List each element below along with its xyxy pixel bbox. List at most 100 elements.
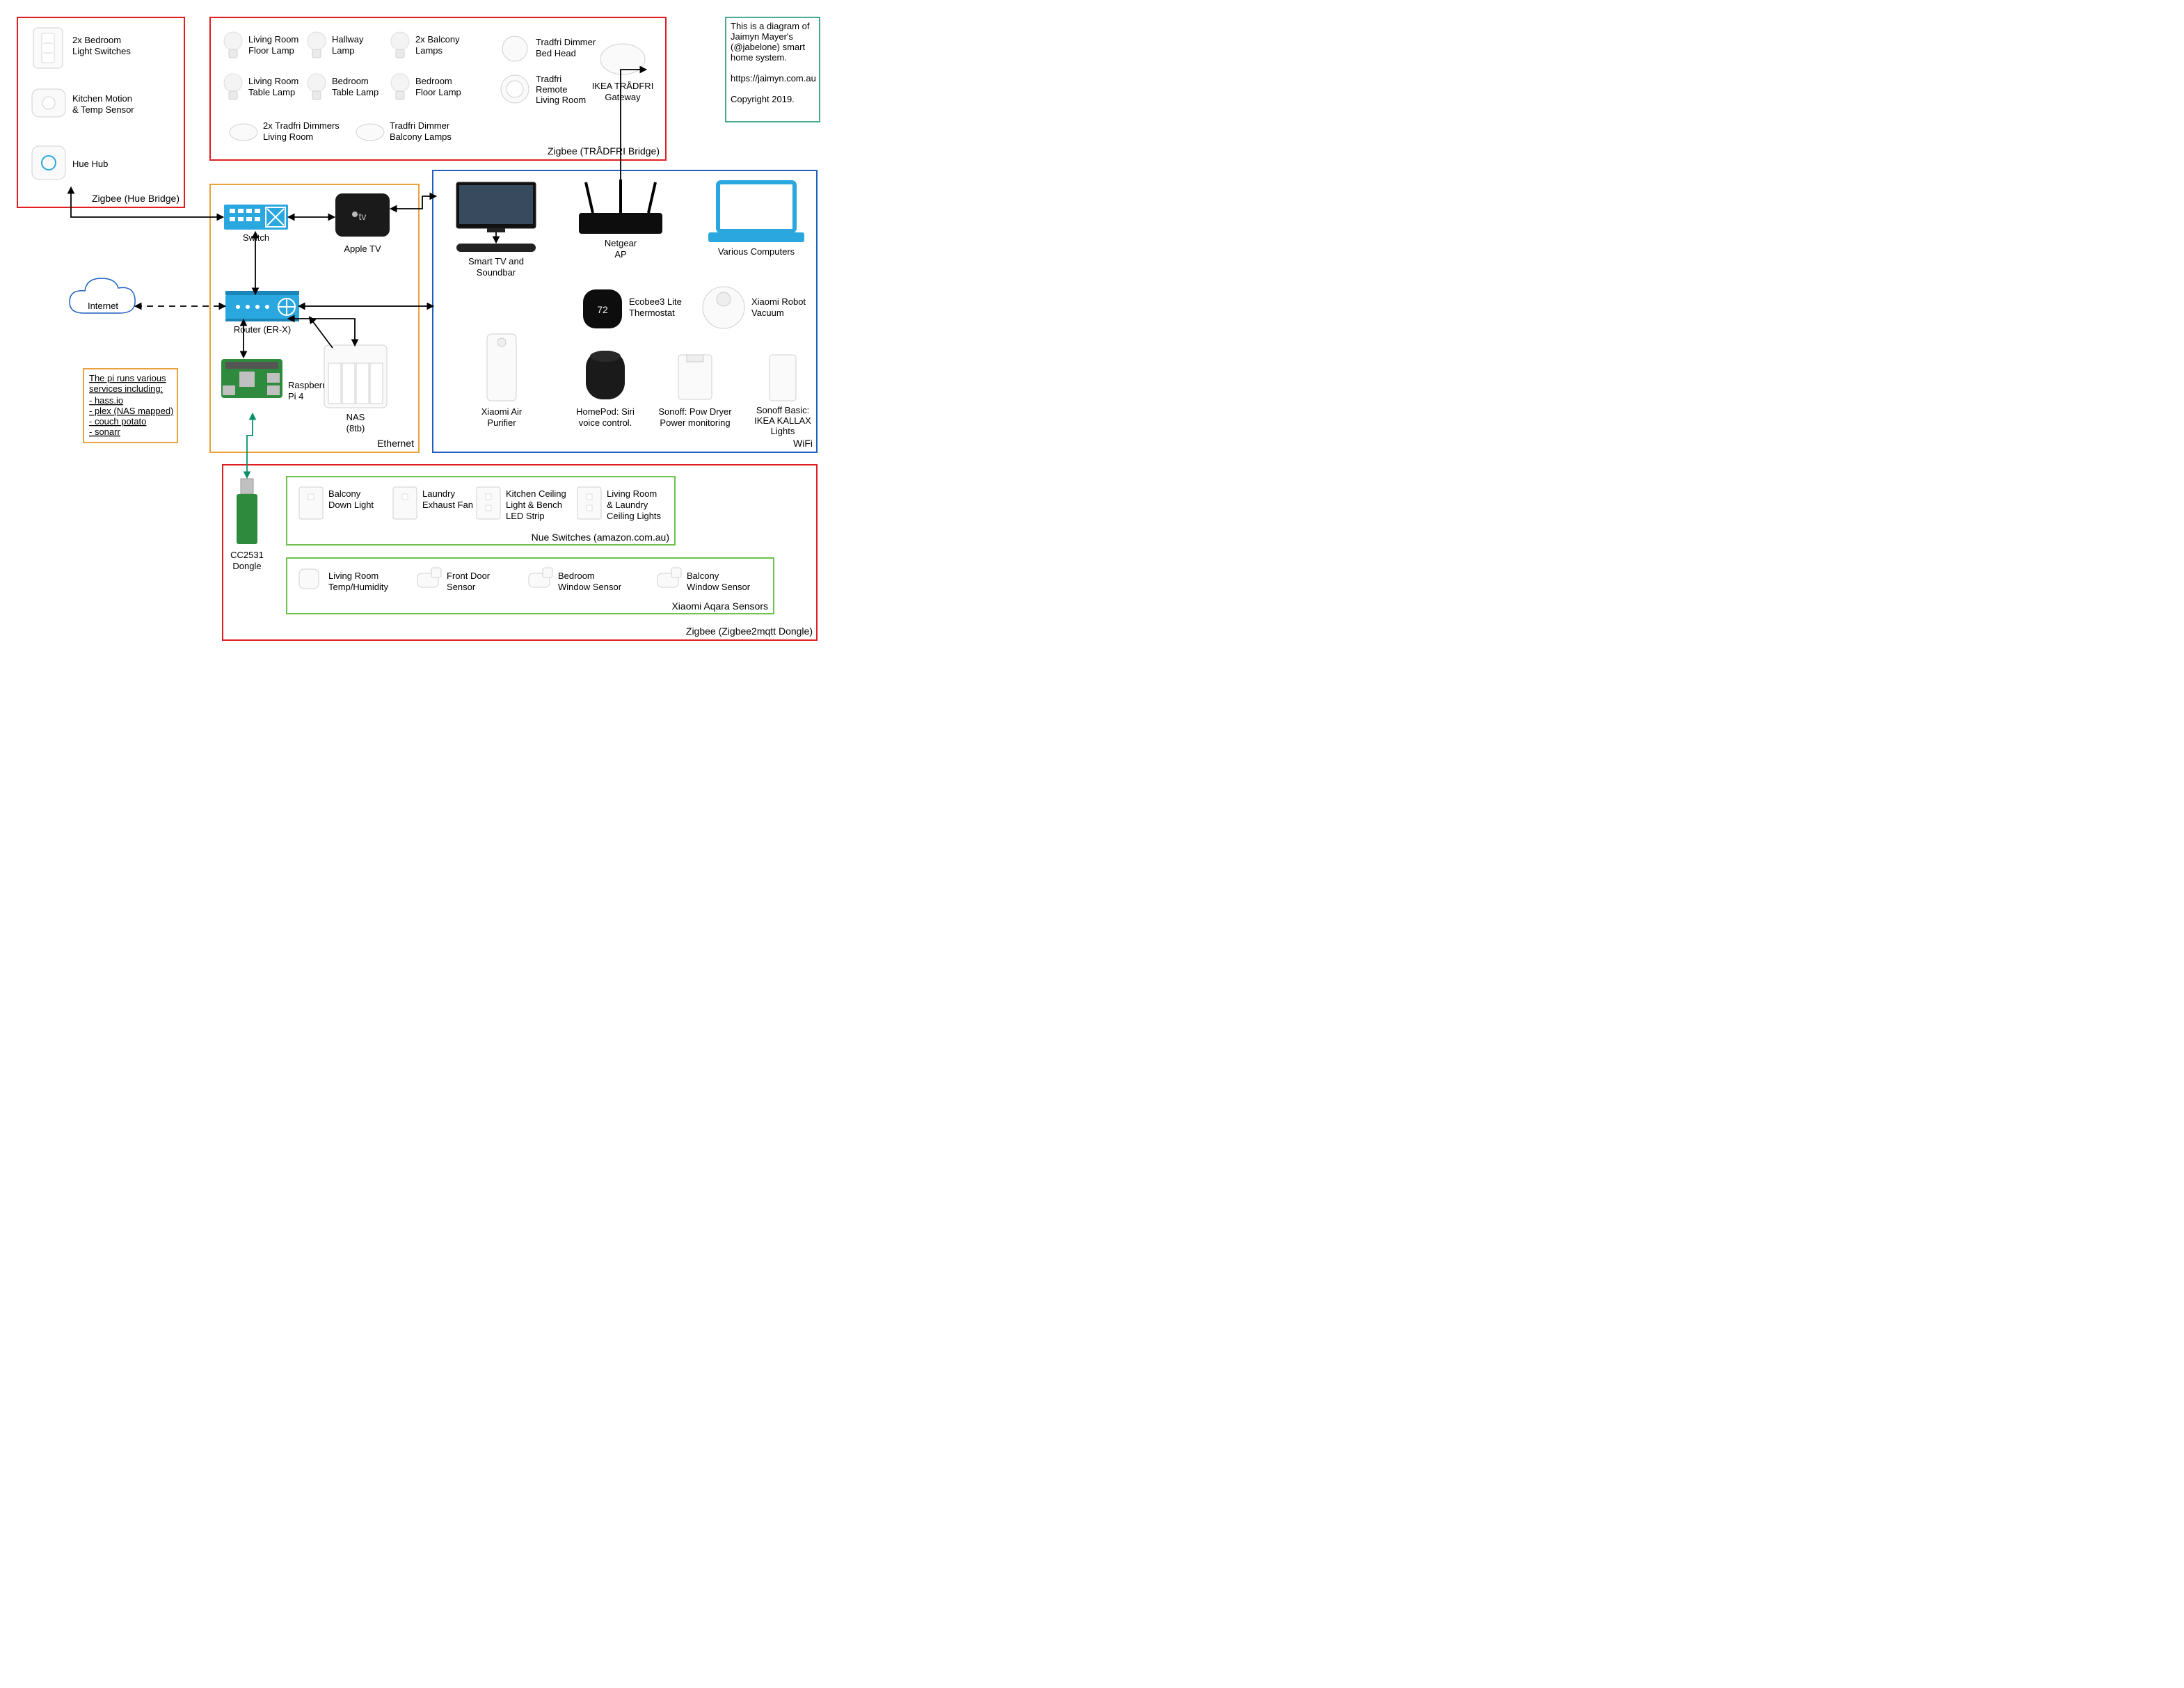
svg-text:Living Room: Living Room [607,488,657,499]
tr-gw-l2: Gateway [605,92,641,102]
tr-d1-l2: Bed Head [536,48,576,58]
tr-dl-l2: Living Room [263,132,313,142]
nue-switch: Living Room& LaundryCeiling Lights [577,487,662,521]
tradfri-dimmers-living: 2x Tradfri Dimmers Living Room [230,120,340,142]
vac-l1: Xiaomi Robot [751,296,806,307]
group-aqara-label: Xiaomi Aqara Sensors [671,600,768,612]
svg-text:Floor Lamp: Floor Lamp [415,87,461,97]
nas: NAS (8tb) [324,345,387,433]
tradfri-remote: Tradfri Remote Living Room [501,74,586,105]
spw-l1: Sonoff: Pow Dryer [658,406,732,417]
svg-text:Temp/Humidity: Temp/Humidity [328,582,388,592]
sbb-l3: Lights [771,426,795,436]
info-l3: (@jabelone) smart [731,42,806,52]
hp-l1: HomePod: Siri [576,406,635,417]
hue-mo-l2: & Temp Sensor [72,104,134,115]
air-purifier: Xiaomi Air Purifier [481,334,523,428]
rpi-l2: Pi 4 [288,391,303,401]
nue-switch: BalconyDown Light [299,487,374,519]
tr-r-l2: Remote [536,84,568,95]
svg-text:Hallway: Hallway [332,34,364,45]
pur-l2: Purifier [487,417,516,428]
router: Router (ER-X) [225,291,299,335]
ap-l2: AP [614,249,626,260]
edge-apple-tv-wifi-box [391,196,436,209]
svg-text:Sensor: Sensor [447,582,476,592]
tradfri-bulb: Living RoomTable Lamp [224,74,298,99]
tr-db-l1: Tradfri Dimmer [390,120,450,131]
info-l2: Jaimyn Mayer's [731,31,793,42]
svg-text:Front Door: Front Door [447,571,491,581]
group-wifi-label: WiFi [793,438,813,449]
svg-text:Down Light: Down Light [328,500,374,510]
aqara-sensor: Front DoorSensor [417,568,491,592]
tr-gw-l1: IKEA TRÅDFRI [592,81,654,91]
cc-l2: Dongle [232,561,261,571]
smart-tv: Smart TV and Soundbar [456,182,536,278]
pi-h1: The pi runs various [89,373,166,383]
svg-text:Window Sensor: Window Sensor [687,582,751,592]
nue-switch: LaundryExhaust Fan [393,487,473,519]
group-z2m-label: Zigbee (Zigbee2mqtt Dongle) [686,626,813,637]
aqara-sensor: Living RoomTemp/Humidity [299,569,388,592]
tradfri-bulb: Living RoomFloor Lamp [224,32,298,58]
svg-text:& Laundry: & Laundry [607,500,648,510]
svg-text:Kitchen Ceiling: Kitchen Ceiling [506,488,566,499]
apple-tv: tv Apple TV [335,193,390,254]
svg-text:72: 72 [597,304,608,315]
group-nue-label: Nue Switches (amazon.com.au) [532,532,669,543]
tradfri-bulb: 2x BalconyLamps [391,32,460,58]
vac-l2: Vacuum [751,308,784,318]
aqara-sensor: BalconyWindow Sensor [657,568,751,592]
eco-l1: Ecobee3 Lite [629,296,682,307]
svg-text:Living Room: Living Room [328,571,378,581]
raspberry-pi: Raspberry Pi 4 [221,359,330,401]
rpi-l1: Raspberry [288,380,330,390]
svg-text:tv: tv [359,211,367,222]
group-ethernet-label: Ethernet [377,438,414,449]
apple-tv-label: Apple TV [344,244,381,254]
edge-rpi-cc2531 [247,414,253,477]
svg-text:Table Lamp: Table Lamp [248,87,295,97]
svg-text:LED Strip: LED Strip [506,511,545,521]
laptop: Various Computers [708,182,804,257]
svg-text:Living Room: Living Room [248,76,298,86]
robot-vacuum: Xiaomi Robot Vacuum [703,287,806,328]
info-l7: Copyright 2019. [731,94,795,104]
spw-l2: Power monitoring [660,417,730,428]
info-link[interactable]: https://jaimyn.com.au [731,73,816,83]
tr-db-l2: Balcony Lamps [390,132,452,142]
hue-mo-l1: Kitchen Motion [72,93,132,104]
nas-l2: (8tb) [346,423,365,433]
tradfri-dimmer-balcony: Tradfri Dimmer Balcony Lamps [356,120,452,142]
svg-text:Bedroom: Bedroom [558,571,595,581]
ap-l1: Netgear [605,238,637,248]
svg-text:2x Balcony: 2x Balcony [415,34,460,45]
tradfri-bulb: BedroomTable Lamp [308,74,378,99]
group-hue-label: Zigbee (Hue Bridge) [92,193,180,204]
internet-label: Internet [88,301,118,311]
pi-i2: - couch potato [89,416,146,427]
tv-l2: Soundbar [477,267,516,278]
eco-l2: Thermostat [629,308,675,318]
tradfri-bulb: BedroomFloor Lamp [391,74,461,99]
svg-text:Lamp: Lamp [332,45,355,56]
group-tradfri-label: Zigbee (TRÅDFRI Bridge) [548,145,660,157]
ecobee: 72 Ecobee3 Lite Thermostat [583,289,682,328]
pi-h2: services including: [89,383,163,394]
tr-r-l3: Living Room [536,95,586,105]
hue-sw-l1: 2x Bedroom [72,35,121,45]
svg-text:Bedroom: Bedroom [332,76,369,86]
internet-cloud: Internet [70,278,135,313]
svg-text:Floor Lamp: Floor Lamp [248,45,294,56]
pi-i1: - plex (NAS mapped) [89,406,173,416]
svg-text:Living Room: Living Room [248,34,298,45]
svg-text:Ceiling Lights: Ceiling Lights [607,511,662,521]
netgear-ap: Netgear AP [579,180,662,260]
switch-icon: Switch [224,205,288,243]
sonoff-basic: Sonoff Basic: IKEA KALLAX Lights [754,355,811,436]
edge-nas-router2 [310,317,333,348]
edge-router-nas [289,319,355,345]
svg-text:Bedroom: Bedroom [415,76,452,86]
cc2531-dongle: CC2531 Dongle [230,479,264,571]
